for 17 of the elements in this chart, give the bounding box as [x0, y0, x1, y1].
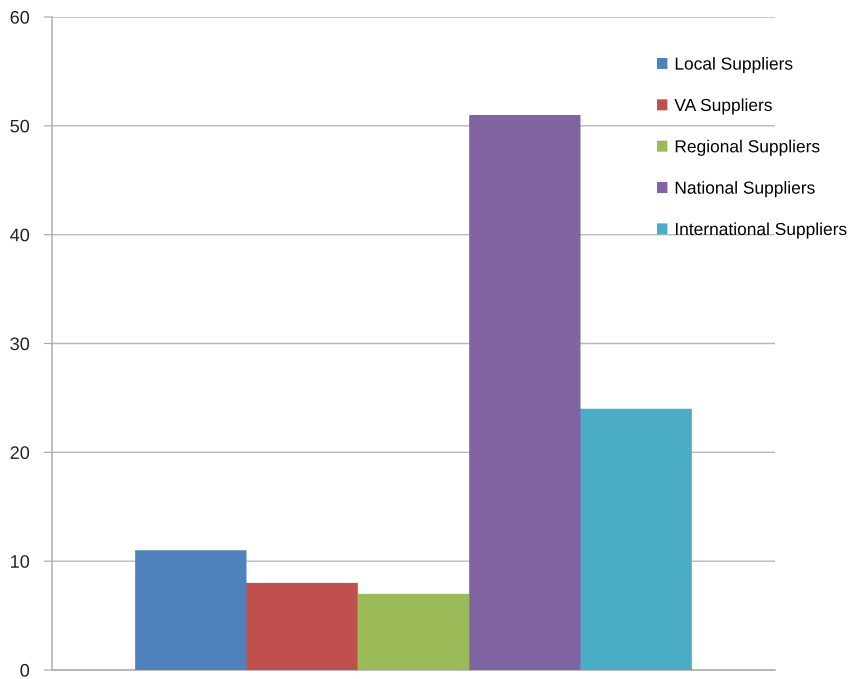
- bar: [580, 408, 692, 670]
- bar: [246, 582, 358, 670]
- y-tick-label: 10: [11, 555, 30, 568]
- y-tick-label: 40: [10, 228, 30, 242]
- y-tick-label: 0: [20, 664, 30, 677]
- y-tick-label: 60: [10, 10, 30, 24]
- legend-label: National Suppliers: [676, 181, 815, 198]
- legend-label: International Suppliers: [676, 222, 846, 239]
- y-tick-label: 50: [10, 120, 30, 133]
- y-tick-label: 30: [10, 337, 30, 350]
- legend-label: Regional Suppliers: [676, 140, 820, 156]
- y-tick-label: 20: [10, 446, 30, 460]
- legend-label: VA Suppliers: [674, 98, 772, 115]
- bar: [358, 594, 470, 670]
- bar: [469, 114, 581, 670]
- bar: [135, 550, 246, 670]
- legend-label: Local Suppliers: [676, 57, 792, 74]
